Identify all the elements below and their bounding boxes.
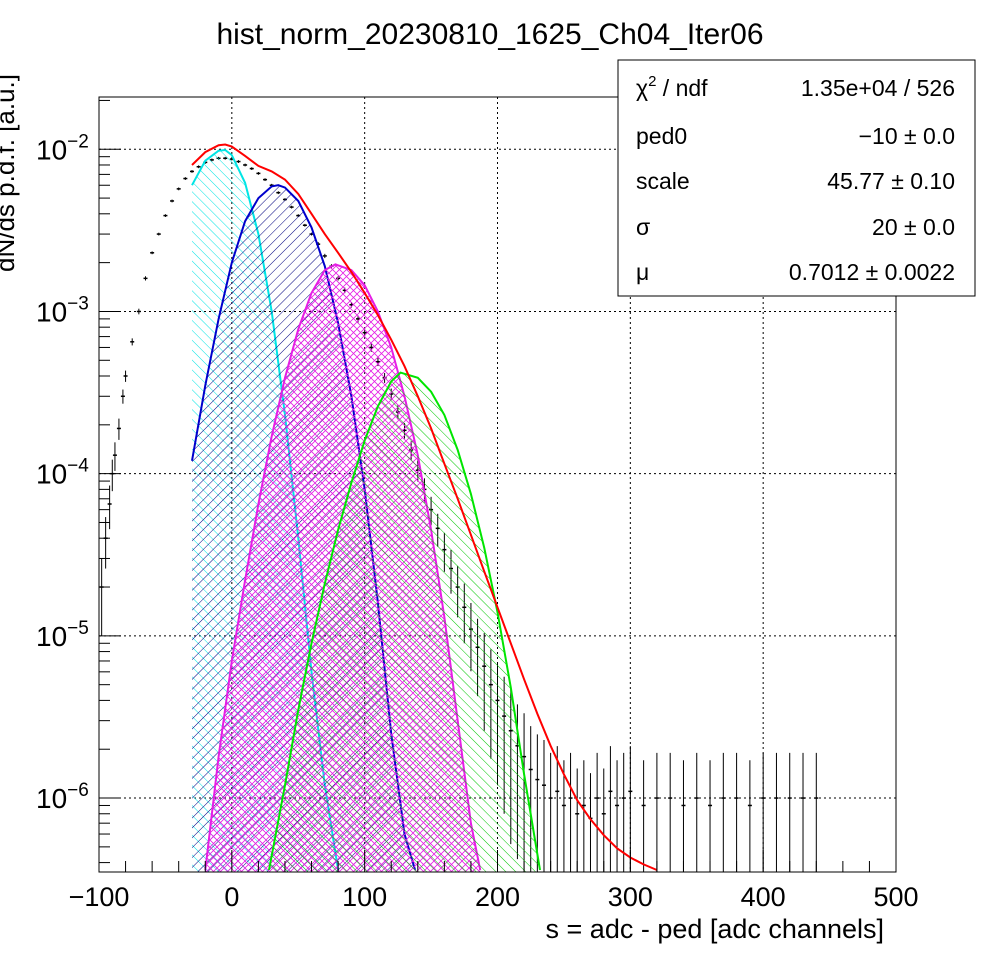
fit-component-fill: [269, 372, 540, 872]
y-tick-label: 10−2: [36, 131, 89, 165]
y-tick-label: 10−5: [36, 618, 89, 652]
stats-row-label: scale: [636, 168, 690, 194]
x-tick-label: 100: [342, 882, 387, 912]
stats-row-value: −10 ± 0.0: [859, 123, 955, 149]
stats-row-label: χ2 / ndf: [636, 73, 708, 101]
fit-curves: [191, 143, 658, 872]
chart-title: hist_norm_20230810_1625_Ch04_Iter06: [216, 18, 763, 51]
stats-row-value: 20 ± 0.0: [872, 214, 955, 240]
x-tick-label: 500: [873, 882, 918, 912]
x-axis-label: s = adc - ped [adc channels]: [546, 914, 884, 944]
fit-component-curve: [268, 371, 541, 871]
stats-row-label: σ: [636, 214, 650, 240]
fit-statistics-box: χ2 / ndf 1.35e+04 / 526 ped0 −10 ± 0.0 scale…: [617, 59, 976, 297]
stats-row-label: μ: [636, 259, 649, 285]
x-axis: −100 0 100 200 300 400 500: [69, 850, 919, 912]
stats-row-value: 1.35e+04 / 526: [801, 75, 955, 101]
stats-row-value: 0.7012 ± 0.0022: [789, 259, 955, 285]
x-tick-label: 400: [741, 882, 786, 912]
x-tick-label: −100: [69, 882, 130, 912]
stats-row-value: 45.77 ± 0.10: [827, 168, 955, 194]
y-axis: 10−2 10−3 10−4 10−5 10−6: [36, 99, 121, 864]
y-tick-label: 10−3: [36, 293, 89, 327]
y-tick-label: 10−4: [36, 456, 89, 490]
x-tick-label: 0: [224, 882, 239, 912]
y-tick-label: 10−6: [36, 780, 89, 814]
y-axis-label: dN/ds p.d.f. [a.u.]: [0, 74, 20, 272]
total-fit-curve: [191, 143, 658, 871]
stats-row-label: ped0: [636, 123, 687, 149]
x-tick-label: 300: [608, 882, 653, 912]
x-tick-label: 200: [475, 882, 520, 912]
